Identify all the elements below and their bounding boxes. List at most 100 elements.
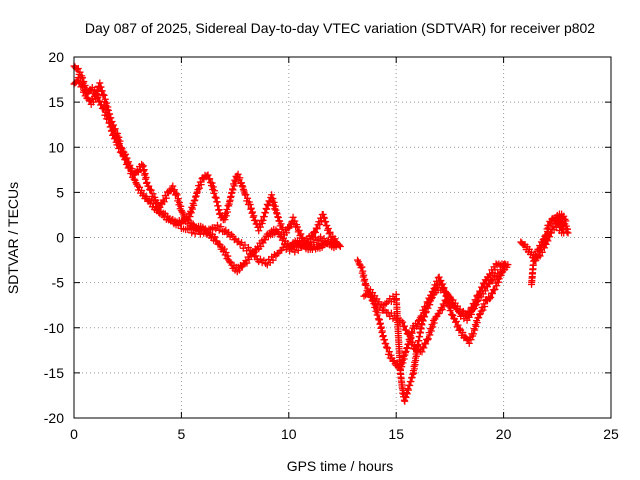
data-point-marker — [283, 229, 291, 237]
chart-title: Day 087 of 2025, Sidereal Day-to-day VTE… — [85, 20, 595, 36]
data-point-marker — [440, 302, 448, 310]
axis-ticks: 0 5 10 15 20 25 -20 -15 -10 -5 0 5 10 15 20 — [44, 49, 619, 442]
data-point-marker — [277, 220, 285, 228]
data-point-marker — [331, 235, 339, 243]
x-tick-label: 15 — [388, 426, 404, 442]
data-point-marker — [564, 229, 572, 237]
data-point-marker — [491, 285, 499, 293]
data-point-marker — [208, 179, 216, 187]
data-point-marker — [222, 212, 230, 220]
data-point-marker — [243, 259, 251, 267]
data-point-marker — [242, 191, 250, 199]
data-point-marker — [438, 283, 446, 291]
data-point-marker — [100, 91, 108, 99]
data-point-marker — [294, 246, 302, 254]
data-point-marker — [452, 317, 460, 325]
data-point-marker — [297, 230, 305, 238]
x-tick-label: 10 — [281, 426, 297, 442]
data-point-marker — [211, 233, 219, 241]
data-point-marker — [209, 183, 217, 191]
data-point-marker — [76, 77, 84, 85]
data-point-marker — [424, 335, 432, 343]
data-point-marker — [488, 290, 496, 298]
data-point-marker — [405, 331, 413, 339]
data-point-marker — [479, 306, 487, 314]
data-point-marker — [324, 225, 332, 233]
data-point-marker — [122, 150, 130, 158]
data-point-marker — [317, 233, 325, 241]
data-point-marker — [124, 158, 132, 166]
data-point-marker — [358, 263, 366, 271]
data-point-marker — [543, 228, 551, 236]
data-point-marker — [412, 357, 420, 365]
data-point-marker — [162, 194, 170, 202]
data-point-marker — [427, 295, 435, 303]
data-point-marker — [123, 154, 131, 162]
data-point-marker — [387, 351, 395, 359]
data-point-marker — [426, 331, 434, 339]
data-point-marker — [171, 186, 179, 194]
y-tick-label: -20 — [44, 410, 64, 426]
data-point-marker — [486, 295, 494, 303]
data-point-marker — [220, 245, 228, 253]
data-point-marker — [562, 222, 570, 230]
y-tick-label: -5 — [52, 275, 65, 291]
data-point-marker — [189, 225, 197, 233]
data-point-marker — [313, 225, 321, 233]
data-point-marker — [244, 194, 252, 202]
data-point-marker — [448, 311, 456, 319]
data-point-marker — [500, 261, 508, 269]
data-point-marker — [422, 340, 430, 348]
data-point-marker — [460, 315, 468, 323]
data-point-marker — [215, 226, 223, 234]
data-point-marker — [426, 301, 434, 309]
data-point-marker — [186, 224, 194, 232]
data-point-marker — [491, 266, 499, 274]
data-point-marker — [373, 305, 381, 313]
data-point-marker — [149, 190, 157, 198]
y-tick-label: 20 — [48, 49, 64, 65]
data-point-marker — [363, 290, 371, 298]
data-point-marker — [196, 230, 204, 238]
data-point-marker — [211, 187, 219, 195]
data-point-marker — [168, 216, 176, 224]
data-point-marker — [256, 223, 264, 231]
data-point-marker — [229, 186, 237, 194]
data-point-marker — [257, 243, 265, 251]
data-point-marker — [147, 186, 155, 194]
data-point-marker — [359, 267, 367, 275]
y-tick-label: 5 — [56, 184, 64, 200]
data-point-marker — [498, 260, 506, 268]
data-point-marker — [269, 256, 277, 264]
data-point-marker — [383, 299, 391, 307]
data-point-marker — [544, 237, 552, 245]
data-point-marker — [560, 212, 568, 220]
data-point-marker — [291, 217, 299, 225]
data-point-marker — [251, 216, 259, 224]
data-point-marker — [422, 308, 430, 316]
data-point-marker — [413, 348, 421, 356]
data-point-marker — [456, 325, 464, 333]
data-point-marker — [80, 86, 88, 94]
y-tick-label: -10 — [44, 320, 64, 336]
data-point-marker — [438, 306, 446, 314]
data-point-marker — [261, 236, 269, 244]
data-point-marker — [235, 266, 243, 274]
data-point-marker — [441, 296, 449, 304]
data-point-marker — [96, 97, 104, 105]
data-point-marker — [475, 291, 483, 299]
grid-lines — [74, 57, 611, 418]
data-point-marker — [252, 252, 260, 260]
data-point-marker — [463, 335, 471, 343]
data-point-marker — [468, 306, 476, 314]
y-tick-label: 10 — [48, 139, 64, 155]
data-point-marker — [270, 198, 278, 206]
data-point-marker — [269, 195, 277, 203]
data-point-marker — [494, 278, 502, 286]
data-point-marker — [195, 184, 203, 192]
data-point-marker — [336, 243, 344, 251]
y-axis-title: SDTVAR / TECUs — [5, 182, 21, 294]
data-point-marker — [145, 182, 153, 190]
data-point-marker — [323, 238, 331, 246]
